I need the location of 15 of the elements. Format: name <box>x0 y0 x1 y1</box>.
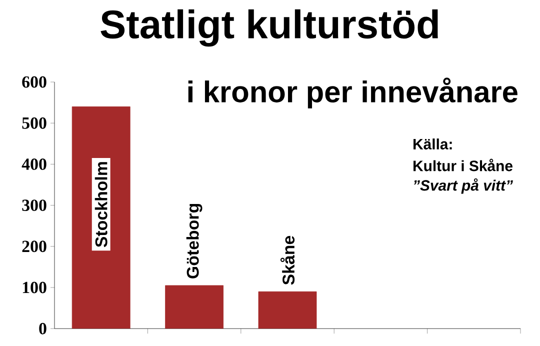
y-tick-label: 200 <box>22 240 46 252</box>
x-tick-label: Göteborg <box>186 204 202 278</box>
annotation: ”Svart på vitt” <box>414 178 513 194</box>
y-tick-label: 500 <box>22 117 46 129</box>
chart-title: Statligt kulturstöd <box>100 9 438 47</box>
y-tick-label: 100 <box>22 282 46 294</box>
annotation: Kultur i Skåne <box>414 158 512 172</box>
y-tick-label: 400 <box>22 158 46 170</box>
y-tick-label: 300 <box>22 200 46 212</box>
x-tick-label: Skåne <box>280 236 295 285</box>
y-tick-label: 600 <box>22 76 46 88</box>
annotation: Källa: <box>414 138 452 150</box>
x-tick-label: Stockholm <box>94 162 108 248</box>
chart-subtitle: i kronor per innevånare <box>188 78 518 108</box>
y-tick-label: 0 <box>39 322 46 334</box>
